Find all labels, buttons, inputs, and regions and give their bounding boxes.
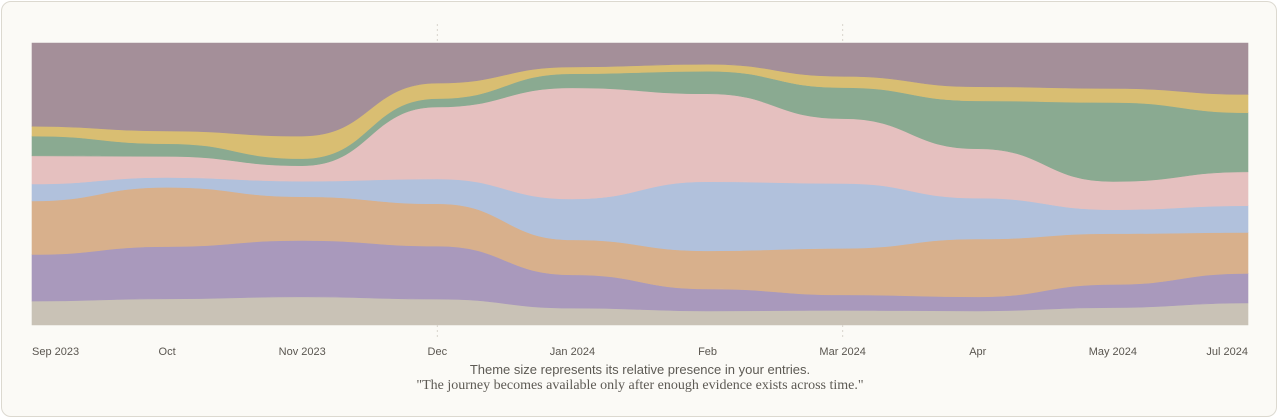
theme-bands — [31, 42, 1249, 326]
x-tick-label: Apr — [969, 346, 986, 358]
x-tick-label: Dec — [428, 346, 448, 358]
x-tick-label: Nov 2023 — [279, 346, 326, 358]
theme-band-8 — [31, 42, 1249, 137]
month-dividers — [436, 24, 844, 340]
x-tick-label: Jul 2024 — [1206, 346, 1248, 358]
caption-quote: "The journey becomes available only afte… — [416, 378, 864, 393]
x-axis: Sep 2023 Oct Nov 2023 Dec Jan 2024 Feb Mar 202… — [32, 346, 1248, 358]
caption-explanation: Theme size represents its relative prese… — [469, 362, 811, 377]
x-tick-label: Sep 2023 — [32, 346, 79, 358]
x-tick-label: May 2024 — [1089, 346, 1137, 358]
x-tick-label: Jan 2024 — [550, 346, 595, 358]
x-tick-label: Mar 2024 — [819, 346, 865, 358]
x-tick-label: Feb — [698, 346, 717, 358]
x-tick-label: Oct — [159, 346, 176, 358]
